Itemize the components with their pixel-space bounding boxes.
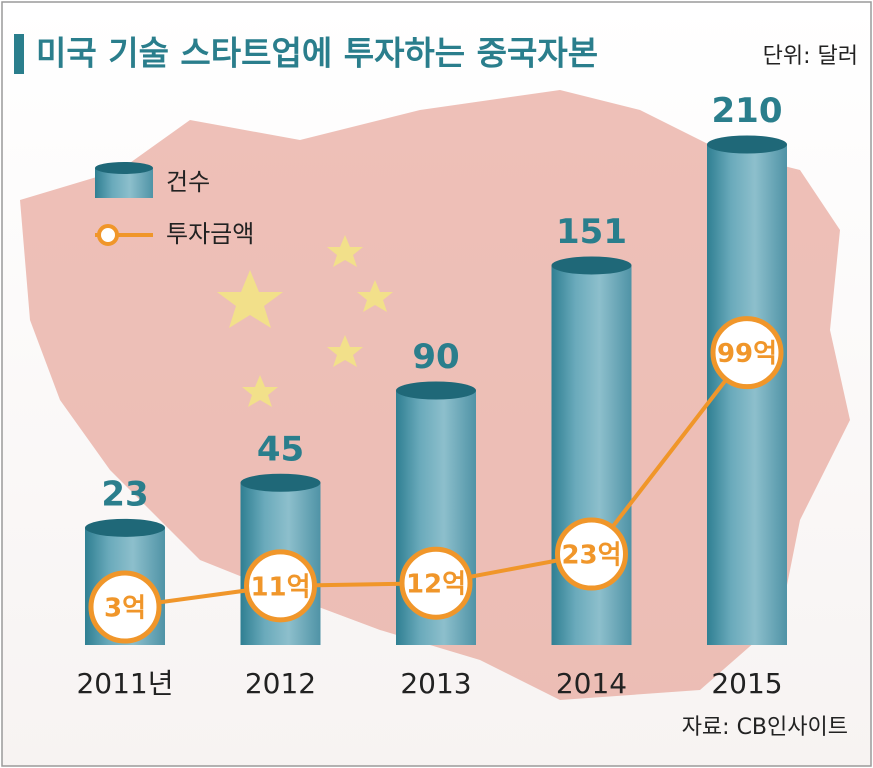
- line-marker: [244, 549, 317, 623]
- bar-top: [551, 256, 632, 275]
- legend-label: 건수: [166, 168, 210, 196]
- bar-value-label: 23: [101, 474, 148, 514]
- bar-top: [396, 381, 476, 400]
- line-value-label: 3억: [104, 594, 146, 624]
- line-marker: [88, 570, 162, 644]
- legend-label: 투자금액: [166, 220, 254, 248]
- title-marker: [14, 34, 24, 74]
- x-tick-label: 2015: [711, 667, 782, 700]
- x-tick-label: 2011년: [76, 667, 173, 700]
- line-value-label: 11억: [250, 572, 310, 602]
- line-marker: [555, 517, 628, 591]
- line-marker: [399, 546, 473, 620]
- line-value-label: 99억: [717, 339, 777, 369]
- line-value-label: 12억: [406, 570, 466, 600]
- bar-value-label: 210: [712, 91, 783, 131]
- line-value-label: 23억: [561, 541, 621, 571]
- chart-title: 미국 기술 스타트업에 투자하는 중국자본: [36, 34, 598, 73]
- bar-value-label: 45: [257, 429, 304, 469]
- bar-value-label: 151: [556, 212, 627, 252]
- legend-bar-top: [95, 162, 153, 174]
- bar-value-label: 90: [412, 337, 459, 377]
- source-note: 자료: CB인사이트: [682, 715, 848, 740]
- x-tick-label: 2014: [556, 667, 627, 700]
- legend-marker: [97, 224, 119, 246]
- bar-top: [85, 518, 165, 537]
- line-marker: [710, 316, 784, 390]
- stars: [217, 235, 393, 407]
- x-tick-label: 2012: [245, 667, 316, 700]
- bar: [707, 144, 787, 645]
- x-tick-label: 2013: [400, 667, 471, 700]
- unit-note: 단위: 달러: [763, 44, 858, 69]
- bar-top: [707, 135, 787, 154]
- legend: 건수 투자금액: [95, 162, 254, 248]
- bar-top: [240, 473, 321, 492]
